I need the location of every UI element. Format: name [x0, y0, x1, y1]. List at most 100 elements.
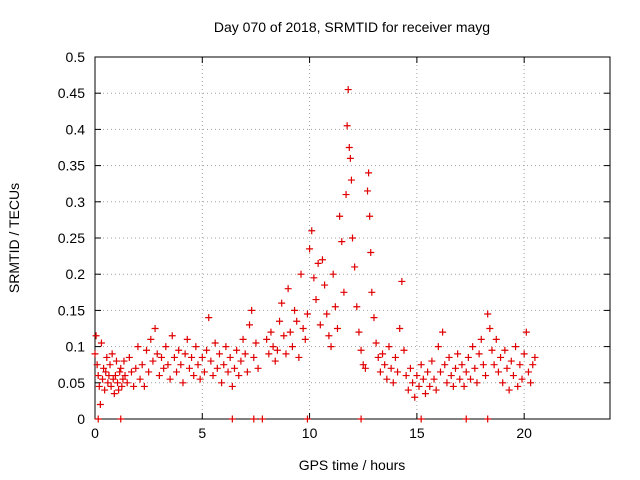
y-tick-label: 0	[77, 411, 85, 427]
data-point	[250, 415, 258, 423]
y-tick-label: 0.4	[66, 121, 86, 137]
data-point	[383, 375, 391, 383]
data-point	[102, 368, 110, 376]
data-point	[325, 332, 333, 340]
data-point	[394, 368, 402, 376]
data-point	[196, 375, 204, 383]
data-point	[355, 328, 363, 336]
grid	[95, 57, 610, 419]
data-point	[516, 361, 524, 369]
data-point	[273, 346, 281, 354]
data-point	[484, 310, 492, 318]
data-point	[497, 353, 505, 361]
data-point	[347, 176, 355, 184]
data-point	[357, 415, 365, 423]
data-point	[490, 361, 498, 369]
data-point	[426, 382, 434, 390]
data-point	[263, 335, 271, 343]
y-tick-label: 0.15	[58, 302, 85, 318]
data-point	[406, 364, 414, 372]
data-point	[430, 375, 438, 383]
data-point	[211, 339, 219, 347]
data-point	[282, 350, 290, 358]
data-point	[265, 350, 273, 358]
data-point	[351, 263, 359, 271]
data-point	[349, 234, 356, 242]
data-point	[164, 361, 172, 369]
data-point	[192, 343, 200, 351]
data-point	[343, 122, 351, 130]
data-point	[190, 372, 198, 380]
data-point	[527, 379, 535, 387]
data-point	[456, 375, 464, 383]
data-point	[357, 346, 365, 354]
data-point	[127, 368, 135, 376]
data-point	[391, 353, 399, 361]
data-point	[224, 368, 232, 376]
data-point	[151, 325, 159, 332]
data-point	[293, 317, 301, 325]
data-point	[366, 212, 374, 220]
data-point	[331, 303, 339, 311]
data-point	[417, 361, 425, 369]
data-point	[205, 314, 213, 322]
data-point	[241, 350, 249, 358]
data-point	[267, 328, 275, 336]
data-point	[312, 296, 320, 304]
data-point	[134, 343, 142, 351]
data-point	[432, 386, 440, 394]
data-point	[447, 372, 455, 380]
data-point	[529, 361, 537, 369]
data-point	[477, 335, 485, 343]
data-point	[226, 353, 234, 361]
data-point	[306, 245, 314, 253]
data-point	[99, 375, 107, 383]
data-point	[228, 382, 236, 390]
data-point	[295, 353, 303, 361]
data-point	[514, 382, 522, 390]
data-point	[181, 350, 189, 358]
data-point	[153, 350, 161, 358]
data-point	[160, 364, 168, 372]
data-point	[111, 372, 119, 380]
data-point	[398, 277, 406, 285]
data-point	[512, 343, 520, 351]
data-point	[419, 375, 427, 383]
data-point	[379, 350, 387, 358]
data-point	[370, 314, 378, 322]
x-tick-label: 20	[516, 425, 532, 441]
data-point	[243, 368, 251, 376]
data-point	[185, 364, 193, 372]
data-point	[95, 382, 103, 390]
data-point	[107, 382, 115, 390]
data-point	[97, 339, 105, 347]
data-point	[443, 379, 451, 387]
data-point	[460, 382, 468, 390]
data-point	[318, 256, 326, 264]
data-point	[162, 343, 170, 351]
data-point	[522, 328, 530, 336]
data-point	[396, 325, 404, 332]
x-tick-label: 10	[302, 425, 318, 441]
data-point	[237, 357, 245, 365]
data-point	[198, 353, 206, 361]
data-point	[452, 364, 459, 372]
data-point	[183, 335, 191, 343]
data-point	[218, 379, 226, 387]
data-point	[278, 299, 286, 307]
data-point	[91, 350, 99, 358]
data-point	[288, 343, 296, 351]
data-point	[428, 357, 436, 365]
data-point	[381, 361, 389, 369]
data-point	[239, 335, 247, 343]
data-point	[271, 357, 279, 365]
data-point	[119, 375, 127, 383]
data-point	[114, 379, 122, 387]
data-point	[222, 343, 230, 351]
data-point	[168, 332, 176, 340]
data-point	[411, 393, 419, 401]
data-point	[233, 346, 241, 354]
data-point	[413, 372, 421, 380]
data-point	[108, 350, 116, 358]
y-tick-label: 0.1	[66, 339, 86, 355]
